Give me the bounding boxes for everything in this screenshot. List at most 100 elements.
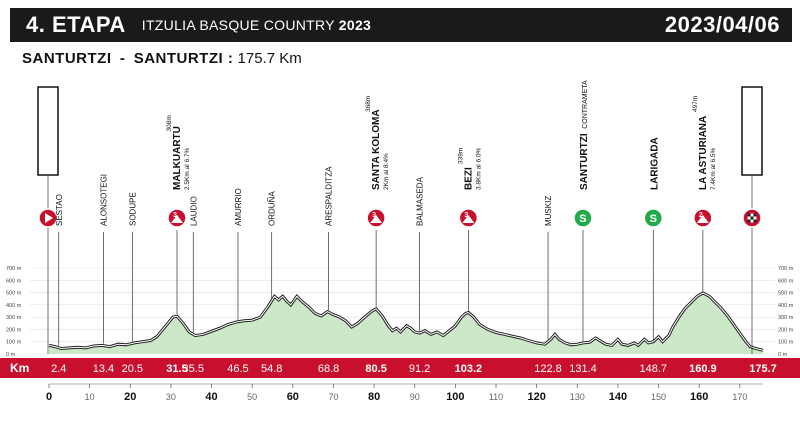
climb-category-label: 2: [699, 212, 703, 219]
waypoint-label-group: BALMASEDA: [416, 176, 425, 226]
town-name: MUSKIZ: [544, 196, 553, 226]
km-marker: 160.9: [689, 363, 717, 375]
race-title: ITZULIA BASQUE COUNTRY: [141, 17, 335, 33]
route-distance: 175.7 Km: [237, 50, 302, 67]
climb-name: MALKUARTU: [172, 126, 183, 190]
waypoint-label-group: SODUPE: [128, 192, 137, 226]
km-marker: 20.5: [122, 363, 143, 375]
km-marker: 31.5: [166, 363, 187, 375]
y-tick-label-left: 600 m: [6, 278, 22, 284]
climb-category-label: 3: [173, 212, 177, 219]
km-marker: 122.8: [534, 363, 562, 375]
checkered-flag-cell: [750, 213, 754, 217]
mountain-icon: [370, 215, 383, 223]
climb-grade: 3.8Km al 6.0%: [475, 148, 482, 190]
waypoint-label-group: MUSKIZ: [544, 196, 553, 226]
sprint-name: LARIGADA: [649, 137, 660, 190]
play-icon: [45, 213, 53, 223]
x-tick-label: 50: [247, 392, 257, 402]
mountain-icon: [462, 215, 475, 223]
x-tick-label: 140: [609, 391, 627, 403]
x-tick-label: 20: [124, 391, 136, 403]
town-name: AMURRIO: [234, 188, 243, 226]
y-tick-label-right: 400 m: [778, 303, 794, 309]
endpoint-box: [37, 86, 59, 176]
waypoint-label-group: ALONSOTEGI: [99, 174, 108, 226]
x-tick-label: 70: [328, 392, 338, 402]
km-marker: 54.8: [261, 363, 282, 375]
km-marker: 68.8: [318, 363, 339, 375]
y-tick-label-left: 300 m: [6, 315, 22, 321]
checkered-flag-cell: [750, 219, 754, 223]
km-marker: 13.4: [93, 363, 114, 375]
km-marker: 80.5: [365, 363, 386, 375]
town-name: BALMASEDA: [416, 176, 425, 226]
waypoint-label-group: BEZI 339m 3.8Km al 6.0%: [457, 148, 482, 190]
km-marker: 103.2: [455, 363, 483, 375]
town-name: SODUPE: [128, 192, 137, 226]
y-tick-label-left: 0 m: [6, 352, 16, 358]
km-marker: 131.4: [569, 363, 597, 375]
climb-name: BEZI: [463, 167, 474, 190]
climb-category-label: 3: [464, 212, 468, 219]
climb-altitude: 497m: [692, 96, 699, 112]
town-name: SESTAO: [55, 194, 64, 226]
stage-date: 2023/04/06: [664, 12, 780, 37]
km-marker: 46.5: [227, 363, 248, 375]
waypoint-label-group: SESTAO: [55, 194, 64, 226]
y-tick-label-right: 500 m: [778, 291, 794, 297]
climb-altitude: 308m: [166, 115, 173, 131]
checkered-flag-cell: [747, 213, 751, 217]
sprint-label: S: [650, 213, 657, 225]
km-bar-label: Km: [10, 361, 29, 375]
x-tick-label: 60: [287, 391, 299, 403]
waypoint-label-group: AMURRIO: [234, 188, 243, 226]
x-tick-label: 30: [166, 392, 176, 402]
x-tick-label: 170: [732, 392, 747, 402]
sprint-icon: [573, 208, 593, 228]
sprint-name: SANTURTZI: [579, 133, 590, 190]
stage-number: 4. ETAPA: [26, 12, 126, 37]
climb-altitude: 368m: [365, 96, 372, 112]
km-bar: [0, 358, 800, 378]
y-tick-label-left: 200 m: [6, 327, 22, 333]
x-tick-label: 120: [527, 391, 545, 403]
race-year: 2023: [338, 17, 372, 33]
x-tick-label: 0: [46, 391, 52, 403]
stage-header: 4. ETAPA ITZULIA BASQUE COUNTRY 2023 202…: [10, 8, 792, 42]
km-marker: 91.2: [409, 363, 430, 375]
sprint-sub: CONTRAMETA: [582, 80, 589, 129]
y-tick-label-left: 500 m: [6, 291, 22, 297]
x-tick-label: 80: [368, 391, 380, 403]
checkered-flag-cell: [753, 219, 757, 223]
sprint-icon: [643, 208, 664, 228]
waypoint-label-group: ARESPALDITZA: [325, 166, 334, 226]
y-tick-label-right: 600 m: [778, 278, 794, 284]
climb-altitude: 339m: [457, 148, 464, 164]
x-tick-label: 160: [690, 391, 708, 403]
x-tick-label: 100: [446, 391, 464, 403]
x-tick-label: 130: [570, 392, 585, 402]
y-tick-label-right: 300 m: [778, 315, 794, 321]
y-tick-label-left: 400 m: [6, 303, 22, 309]
town-name: ALONSOTEGI: [99, 174, 108, 226]
waypoint-label-group: LARIGADA: [649, 137, 660, 190]
x-tick-label: 10: [85, 392, 95, 402]
climb-grade: 2Km al 8.4%: [383, 153, 390, 190]
y-tick-label-right: 700 m: [778, 266, 794, 272]
climb-grade: 2.5Km al 6.7%: [184, 148, 191, 190]
sprint-label: S: [579, 213, 586, 225]
checkered-flag-cell: [747, 219, 751, 223]
town-name: ORDUÑA: [268, 191, 277, 226]
endpoint-box: [741, 86, 763, 176]
km-marker: 175.7: [749, 363, 777, 375]
climb-grade: 7.4Km al 6.5%: [710, 148, 717, 190]
route-line: SANTURTZI - SANTURTZI : 175.7 Km: [22, 50, 302, 67]
km-marker: 2.4: [51, 363, 66, 375]
y-tick-label-right: 200 m: [778, 327, 794, 333]
y-tick-label-right: 0 m: [778, 352, 788, 358]
waypoint-label-group: ORDUÑA: [268, 191, 277, 226]
x-tick-label: 40: [205, 391, 217, 403]
town-name: ARESPALDITZA: [325, 166, 334, 226]
